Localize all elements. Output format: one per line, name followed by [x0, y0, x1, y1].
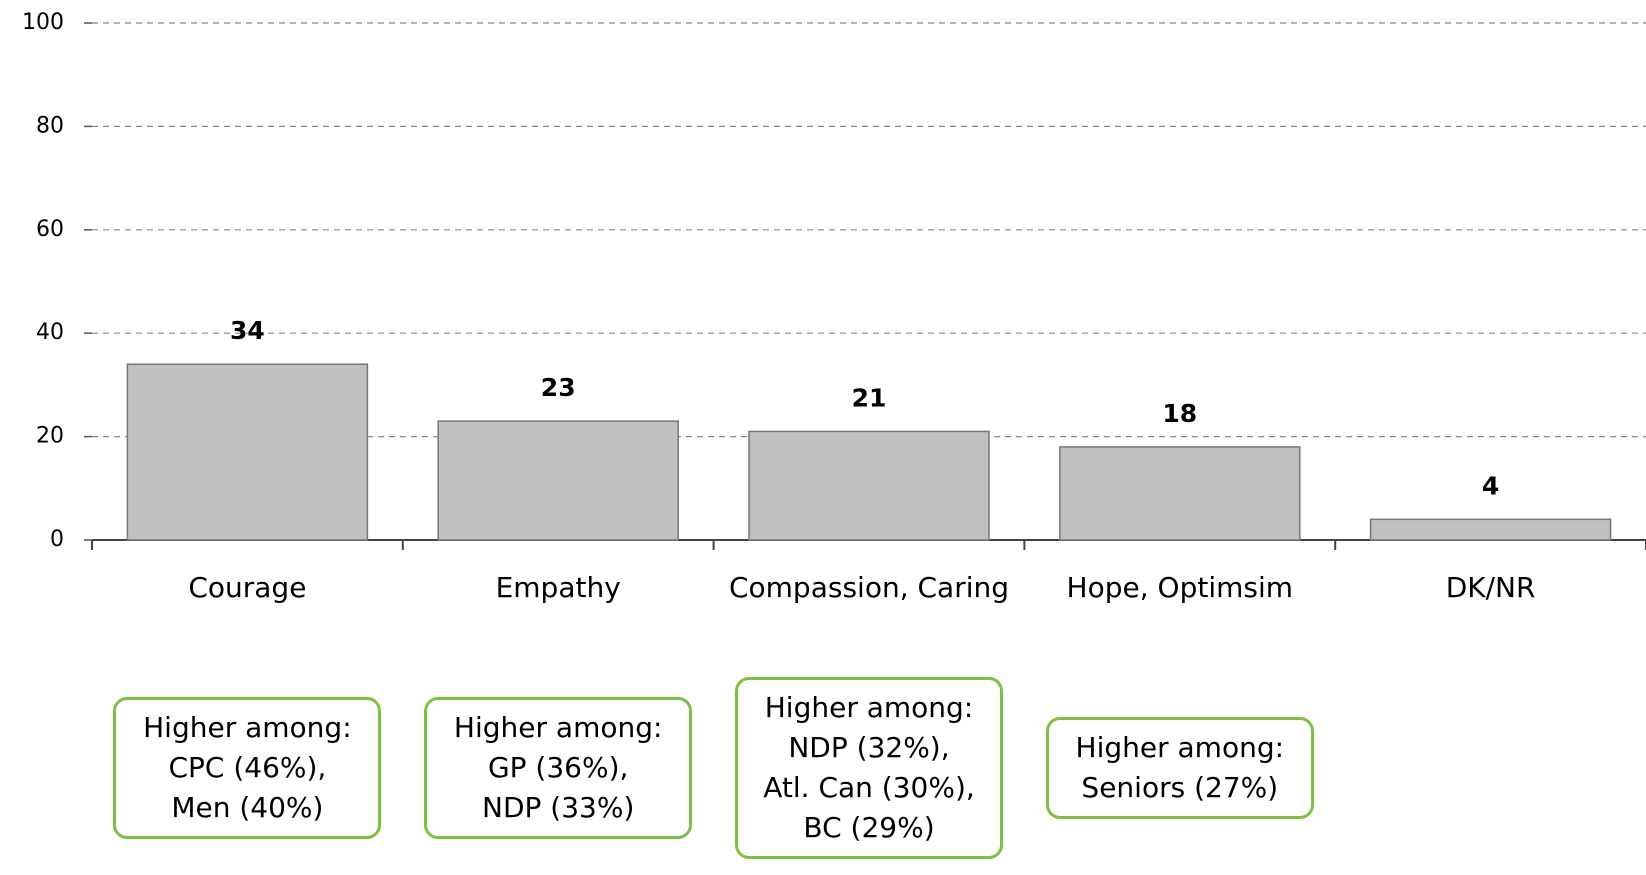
value-label: 34: [230, 316, 265, 345]
y-tick-label: 60: [36, 217, 64, 242]
value-label: 21: [852, 383, 887, 412]
annotation-line: NDP (33%): [482, 791, 635, 824]
value-label: 4: [1482, 471, 1499, 500]
annotation-line: Higher among:: [1075, 731, 1285, 764]
annotation-line: Seniors (27%): [1081, 771, 1279, 804]
value-label: 23: [541, 373, 576, 402]
annotation-line: Higher among:: [143, 711, 352, 744]
value-label: 18: [1162, 399, 1197, 428]
annotation-line: Atl. Can (30%),: [763, 771, 975, 804]
annotation-line: CPC (46%),: [168, 751, 327, 784]
x-tick-label: Compassion, Caring: [728, 571, 1010, 604]
bar: [748, 430, 990, 541]
y-tick-label: 80: [36, 113, 64, 138]
x-tick-label: Hope, Optimsim: [1066, 571, 1294, 604]
annotation-line: BC (29%): [803, 811, 935, 844]
y-tick-label: 20: [36, 424, 64, 449]
annotation-line: Men (40%): [171, 791, 324, 824]
x-tick-label: Courage: [188, 571, 307, 604]
annotation-box: Higher among: NDP (32%), Atl. Can (30%), BC…: [735, 677, 1003, 859]
y-tick-label: 40: [36, 320, 64, 345]
y-tick-label: 0: [50, 527, 64, 552]
annotation-line: GP (36%),: [487, 751, 629, 784]
y-tick-label: 100: [22, 10, 64, 35]
x-tick-label: Empathy: [495, 571, 621, 604]
annotation-line: NDP (32%),: [788, 731, 950, 764]
bar: [1059, 446, 1301, 541]
bar: [126, 363, 369, 541]
annotation-line: Higher among:: [764, 691, 974, 724]
annotation-box: Higher among: CPC (46%), Men (40%): [113, 697, 382, 839]
annotation-line: Higher among:: [453, 711, 663, 744]
x-tick-label: DK/NR: [1445, 571, 1536, 604]
bar: [437, 420, 679, 541]
annotation-box: Higher among: Seniors (27%): [1045, 717, 1314, 819]
bar: [1369, 518, 1612, 541]
annotation-box: Higher among: GP (36%), NDP (33%): [424, 697, 693, 839]
